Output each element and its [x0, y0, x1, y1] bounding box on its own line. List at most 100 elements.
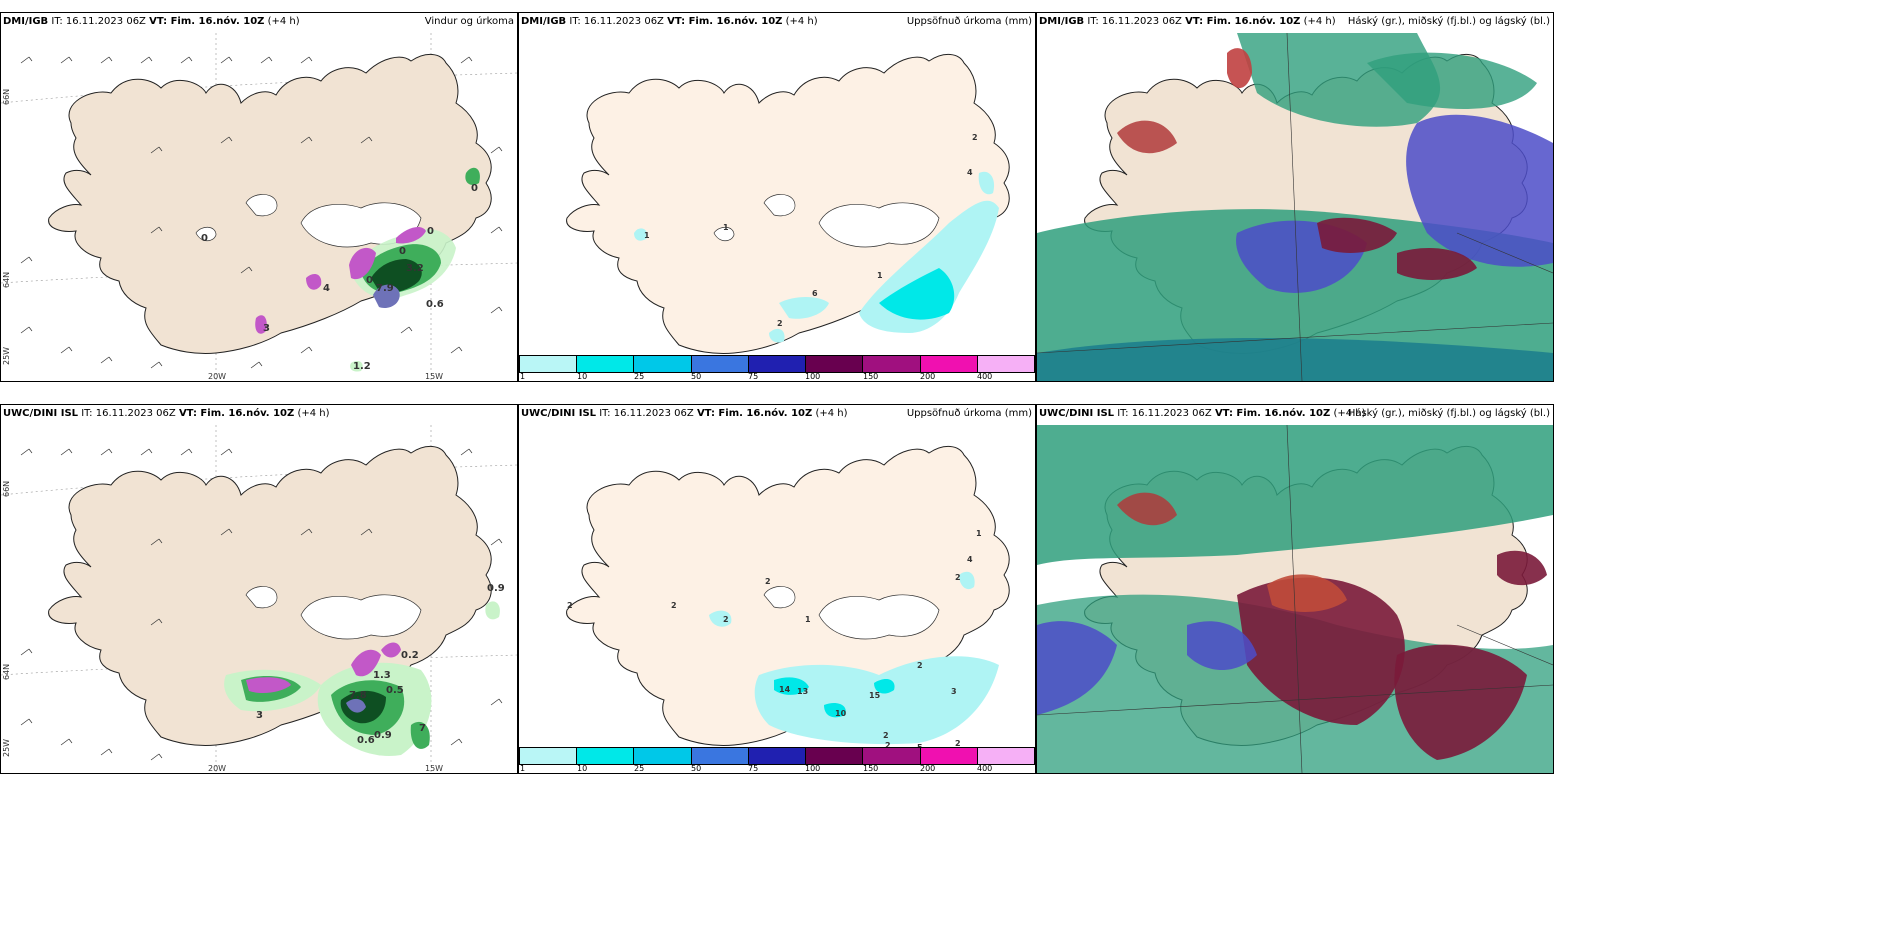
precip-label: 3 — [263, 323, 270, 334]
precip-label: 0 — [471, 183, 478, 194]
colorbar-bin — [748, 748, 807, 764]
accum-label: 4 — [967, 168, 973, 177]
accum-label: 2 — [567, 601, 573, 610]
panel-title: Uppsöfnuð úrkoma (mm) — [906, 408, 1032, 419]
colorbar-tick: 75 — [748, 764, 759, 773]
precip-label: 3.2 — [406, 263, 424, 274]
accum-label: 1 — [976, 529, 982, 538]
colorbar-bin — [691, 356, 749, 372]
accum-label: 2 — [883, 731, 889, 740]
lat-label-66n: 66N — [2, 480, 11, 497]
lon-label-15w: 15W — [425, 764, 444, 773]
colorbar-bin — [577, 356, 635, 372]
accum-label: 15 — [869, 691, 881, 700]
panel-title: Háský (gr.), miðský (fj.bl.) og lágský (… — [1347, 16, 1550, 27]
panel-header: DMI/IGB IT: 16.11.2023 06Z VT: Fim. 16.n… — [1, 13, 517, 33]
accum-label: 2 — [885, 741, 891, 750]
accum-label: 1 — [877, 271, 883, 280]
vt-label: VT: Fim. 16.nóv. 10Z — [149, 16, 265, 27]
it-value: 16.11.2023 06Z — [1131, 408, 1212, 419]
wind-panel-bottom: UWC/DINI ISL IT: 16.11.2023 06Z VT: Fim.… — [0, 404, 518, 774]
accum-label: 14 — [779, 685, 791, 694]
panel-header: DMI/IGB IT: 16.11.2023 06Z VT: Fim. 16.n… — [1037, 13, 1553, 33]
accum-label: 2 — [917, 661, 923, 670]
colorbar-tick: 25 — [634, 764, 645, 773]
wind-panel-top: DMI/IGB IT: 16.11.2023 06Z VT: Fim. 16.n… — [0, 12, 518, 382]
precip-label: 7 — [419, 723, 426, 734]
vt-label: VT: Fim. 16.nóv. 10Z — [667, 16, 783, 27]
panel-header: UWC/DINI ISL IT: 16.11.2023 06Z VT: Fim.… — [1, 405, 517, 425]
accum-label: 1 — [805, 615, 811, 624]
lat-label-64n: 64N — [2, 663, 11, 680]
colorbar-bin — [977, 356, 1034, 372]
colorbar-tick: 25 — [634, 372, 645, 381]
accum-label: 6 — [812, 289, 818, 298]
precip-label: 1.3 — [373, 670, 391, 681]
precip-label: 7.9 — [376, 283, 394, 294]
it-label: IT: — [81, 408, 93, 419]
accum-label: 2 — [723, 615, 729, 624]
colorbar-bin — [806, 356, 864, 372]
colorbar-tick: 1 — [520, 764, 526, 773]
it-label: IT: — [1087, 16, 1099, 27]
accum-map — [519, 33, 1035, 355]
accum-label: 13 — [797, 687, 809, 696]
it-label: IT: — [1117, 408, 1129, 419]
panel-title: Vindur og úrkoma — [424, 16, 514, 27]
precip-label: 0.6 — [426, 299, 444, 310]
wind-map — [1, 33, 517, 381]
precip-label: 0.2 — [401, 650, 419, 661]
accum-colorbar — [519, 355, 1035, 373]
accum-colorbar — [519, 747, 1035, 765]
colorbar-tick: 10 — [577, 372, 588, 381]
colorbar-bin — [520, 748, 578, 764]
accum-label: 2 — [777, 319, 783, 328]
accum-label: 1 — [644, 231, 650, 240]
vt-label: VT: Fim. 16.nóv. 10Z — [696, 408, 813, 419]
precip-label: 0.5 — [386, 685, 404, 696]
lead-time: (+4 h) — [297, 408, 330, 419]
accum-panel-bottom: UWC/DINI ISL IT: 16.11.2023 06Z VT: Fim.… — [518, 404, 1036, 774]
colorbar-bin — [920, 356, 978, 372]
colorbar-bin — [920, 748, 978, 764]
colorbar-tick: 150 — [863, 372, 879, 381]
colorbar-tick: 200 — [920, 764, 936, 773]
lead-time: (+4 h) — [1303, 16, 1336, 27]
model-name: DMI/IGB — [521, 16, 567, 27]
colorbar-tick: 100 — [805, 372, 821, 381]
lead-time: (+4 h) — [815, 408, 848, 419]
colorbar-tick: 400 — [977, 764, 993, 773]
precip-label: 0.6 — [357, 735, 375, 746]
accum-label: 1 — [723, 223, 729, 232]
it-label: IT: — [569, 16, 581, 27]
it-value: 16.11.2023 06Z — [65, 16, 146, 27]
colorbar-tick: 10 — [577, 764, 588, 773]
colorbar-tick: 150 — [863, 764, 879, 773]
cloud-panel-bottom: UWC/DINI ISL IT: 16.11.2023 06Z VT: Fim.… — [1036, 404, 1554, 774]
accum-label: 2 — [955, 739, 961, 748]
accum-label: 2 — [955, 573, 961, 582]
colorbar-bin — [863, 748, 921, 764]
cloud-map — [1037, 425, 1553, 773]
lon-label-20w: 20W — [208, 372, 227, 381]
colorbar-bin — [691, 748, 749, 764]
colorbar-bin — [748, 356, 807, 372]
vt-label: VT: Fim. 16.nóv. 10Z — [1214, 408, 1331, 419]
vt-label: VT: Fim. 16.nóv. 10Z — [178, 408, 295, 419]
precip-label: 0 — [366, 275, 373, 286]
accum-label: 2 — [671, 601, 677, 610]
accum-label: 2 — [765, 577, 771, 586]
model-name: DMI/IGB — [3, 16, 49, 27]
lat-label-64n: 64N — [2, 271, 11, 288]
precip-label: 0.9 — [487, 583, 505, 594]
colorbar-bin — [634, 748, 692, 764]
model-name: UWC/DINI ISL — [3, 408, 79, 419]
precip-label: 0.9 — [374, 730, 392, 741]
precip-label: 4 — [323, 283, 330, 294]
panel-header: DMI/IGB IT: 16.11.2023 06Z VT: Fim. 16.n… — [519, 13, 1035, 33]
colorbar-tick: 1 — [520, 372, 526, 381]
panel-title: Háský (gr.), miðský (fj.bl.) og lágský (… — [1347, 408, 1550, 419]
accum-label: 4 — [967, 555, 973, 564]
lead-time: (+4 h) — [785, 16, 818, 27]
model-name: UWC/DINI ISL — [1039, 408, 1115, 419]
